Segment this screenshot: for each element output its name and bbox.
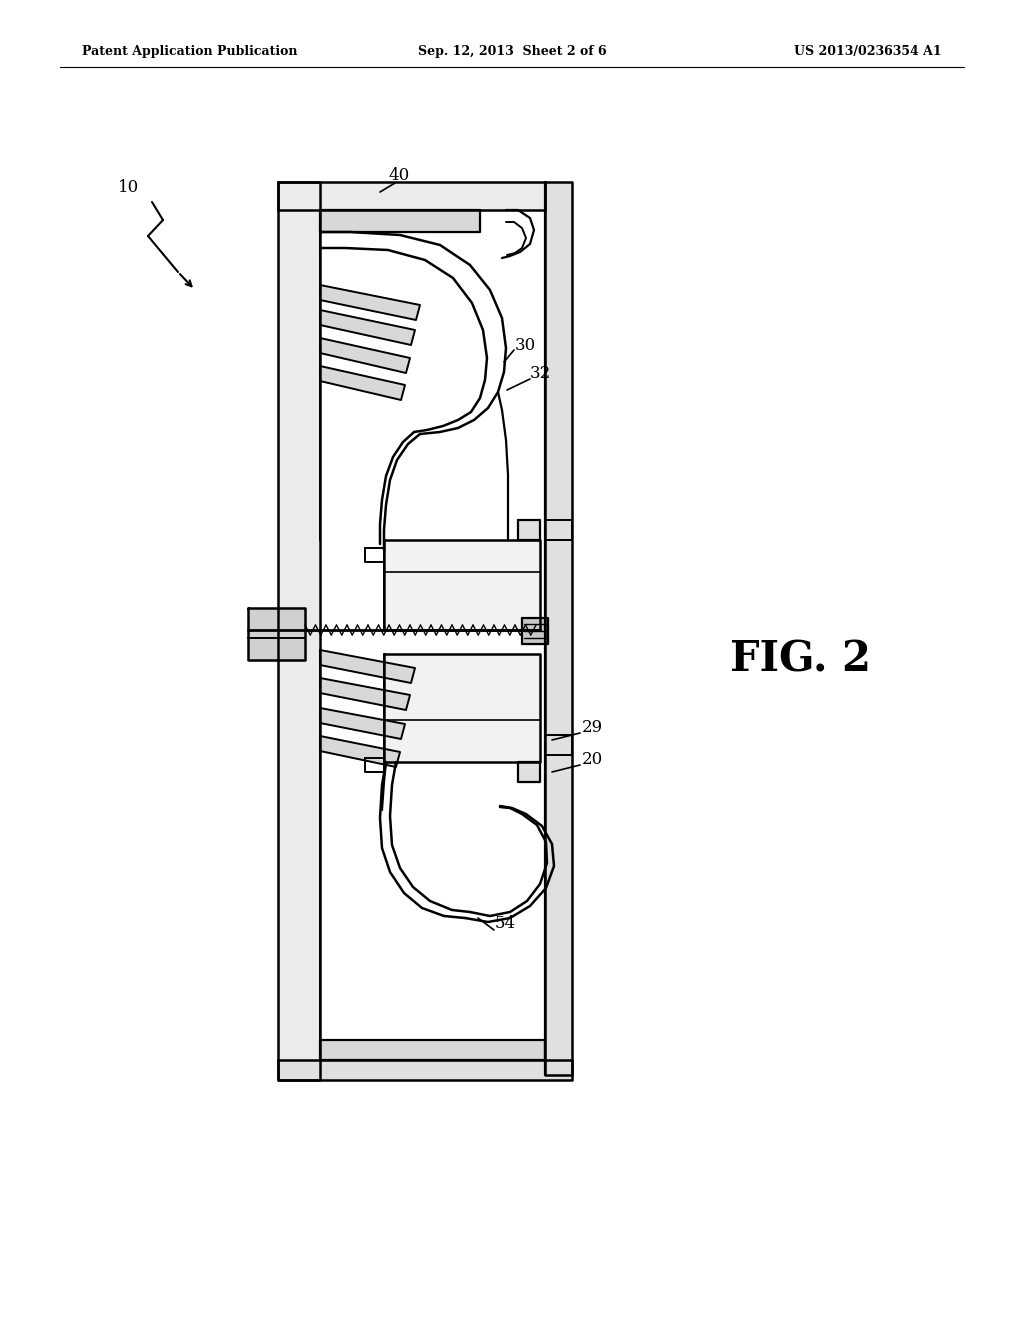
Text: 54: 54 <box>495 916 516 932</box>
Text: 40: 40 <box>388 168 410 185</box>
Polygon shape <box>319 649 415 682</box>
Polygon shape <box>545 735 572 755</box>
Polygon shape <box>278 182 319 1080</box>
Polygon shape <box>319 210 480 232</box>
Polygon shape <box>545 182 572 1074</box>
Polygon shape <box>365 548 384 562</box>
Polygon shape <box>319 1040 545 1060</box>
Text: Patent Application Publication: Patent Application Publication <box>82 45 298 58</box>
Polygon shape <box>319 678 410 710</box>
Text: FIG. 2: FIG. 2 <box>730 639 871 681</box>
Polygon shape <box>319 285 420 319</box>
Polygon shape <box>319 310 415 345</box>
Polygon shape <box>518 520 540 540</box>
Polygon shape <box>384 653 540 762</box>
Text: 30: 30 <box>515 337 537 354</box>
Polygon shape <box>522 618 548 644</box>
Text: 29: 29 <box>582 719 603 737</box>
Polygon shape <box>278 1060 572 1080</box>
Polygon shape <box>319 338 410 374</box>
Text: 10: 10 <box>118 180 139 197</box>
Polygon shape <box>518 762 540 781</box>
Polygon shape <box>248 609 305 660</box>
Text: 20: 20 <box>582 751 603 768</box>
Polygon shape <box>278 182 545 210</box>
Text: 32: 32 <box>530 364 551 381</box>
Polygon shape <box>319 366 406 400</box>
Polygon shape <box>545 520 572 540</box>
Text: Sep. 12, 2013  Sheet 2 of 6: Sep. 12, 2013 Sheet 2 of 6 <box>418 45 606 58</box>
Polygon shape <box>384 540 540 630</box>
Text: US 2013/0236354 A1: US 2013/0236354 A1 <box>795 45 942 58</box>
Polygon shape <box>319 708 406 739</box>
Polygon shape <box>365 758 384 772</box>
Polygon shape <box>319 737 400 767</box>
